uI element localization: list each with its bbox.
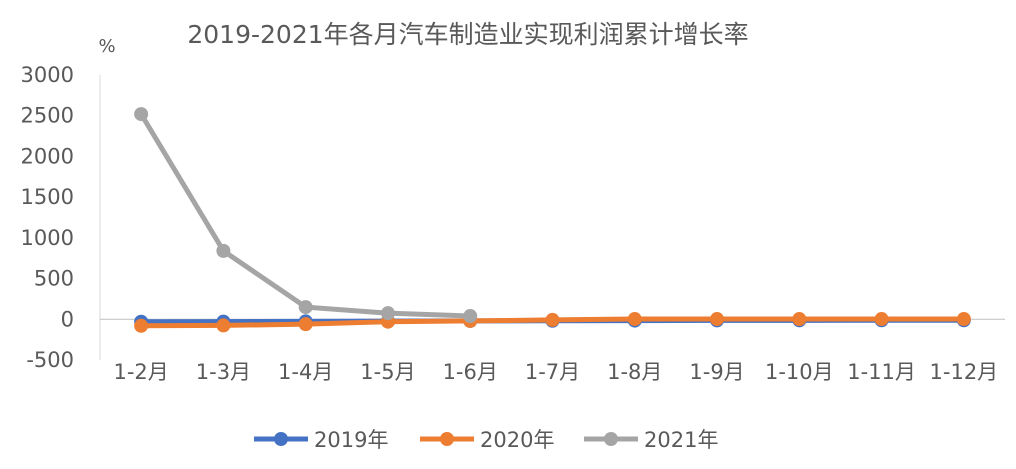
series-group: [134, 107, 478, 324]
x-tick-label: 1-8月: [607, 360, 662, 384]
data-point: [216, 318, 231, 333]
y-tick-label: 1500: [21, 185, 74, 209]
legend-label: 2019年: [314, 428, 388, 452]
x-tick-label: 1-10月: [765, 360, 834, 384]
data-point: [380, 306, 395, 321]
y-tick-label: -500: [26, 348, 74, 372]
data-point: [298, 317, 313, 332]
y-tick-label: 3000: [21, 63, 74, 87]
data-point: [298, 300, 313, 315]
data-point: [216, 243, 231, 258]
data-point: [710, 312, 725, 327]
y-tick-label: 0: [61, 307, 74, 331]
y-tick-label: 500: [34, 267, 74, 291]
x-tick-label: 1-5月: [360, 360, 415, 384]
x-tick-label: 1-2月: [113, 360, 168, 384]
data-point: [134, 318, 149, 333]
legend-marker: [274, 432, 288, 446]
chart-title: 2019-2021年各月汽车制造业实现利润累计增长率: [187, 20, 748, 49]
x-tick-label: 1-12月: [930, 360, 999, 384]
legend-marker: [440, 432, 454, 446]
data-point: [463, 309, 478, 324]
x-tick-label: 1-7月: [525, 360, 580, 384]
legend-label: 2020年: [480, 428, 554, 452]
y-tick-label: 2500: [21, 104, 74, 128]
legend-label: 2021年: [644, 428, 718, 452]
legend: 2019年 2020年 2021年: [254, 428, 718, 452]
data-point: [627, 312, 642, 327]
x-tick-label: 1-3月: [196, 360, 251, 384]
series-line: [138, 111, 473, 319]
y-tick-label: 2000: [21, 144, 74, 168]
data-point: [792, 312, 807, 327]
x-axis-ticks: 1-2月 1-3月 1-4月 1-5月 1-6月 1-7月 1-8月 1-9月 1-10月 1-1…: [113, 360, 998, 384]
legend-marker: [604, 432, 618, 446]
y-tick-label: 1000: [21, 226, 74, 250]
series-layer: [134, 107, 971, 333]
x-tick-label: 1-11月: [847, 360, 916, 384]
y-axis-unit: %: [98, 36, 115, 57]
x-tick-label: 1-4月: [278, 360, 333, 384]
data-point: [956, 312, 971, 327]
data-point: [134, 107, 149, 122]
y-axis-ticks: -500 0 500 1000 1500 2000 2500 3000: [21, 63, 74, 372]
series-group: [134, 312, 971, 333]
x-tick-label: 1-9月: [689, 360, 744, 384]
data-point: [545, 312, 560, 327]
x-tick-label: 1-6月: [443, 360, 498, 384]
data-point: [874, 312, 889, 327]
